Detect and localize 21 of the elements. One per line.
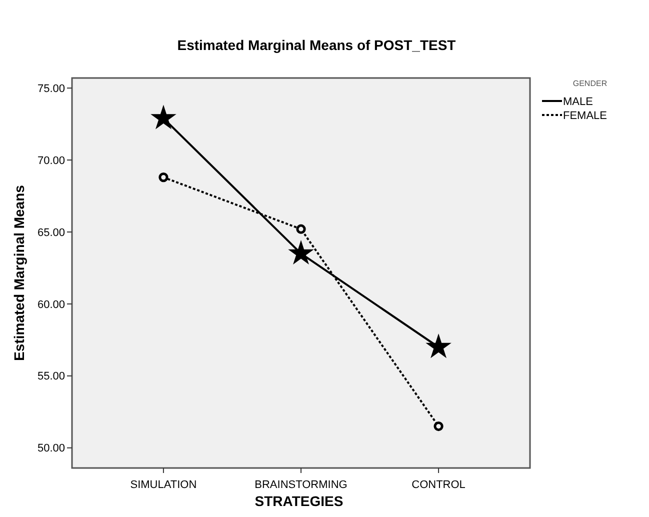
y-tick-label: 50.00 bbox=[37, 442, 65, 455]
x-tick-label: BRAINSTORMING bbox=[254, 479, 348, 491]
x-tick-label: CONTROL bbox=[412, 479, 466, 491]
point bbox=[426, 334, 450, 358]
chart-title: Estimated Marginal Means of POST_TEST bbox=[177, 37, 456, 53]
x-tick-label: SIMULATION bbox=[130, 479, 197, 491]
point bbox=[158, 172, 168, 182]
y-tick-label: 75.00 bbox=[37, 82, 65, 95]
y-tick-label: 65.00 bbox=[37, 226, 65, 239]
y-axis-title: Estimated Marginal Means bbox=[11, 184, 27, 361]
x-axis-title: STRATEGIES bbox=[254, 493, 344, 509]
point bbox=[296, 224, 306, 234]
legend-label: FEMALE bbox=[563, 110, 608, 122]
y-tick-label: 60.00 bbox=[37, 298, 65, 311]
point bbox=[289, 241, 313, 264]
legend-label: MALE bbox=[563, 96, 593, 108]
point bbox=[152, 106, 176, 128]
point bbox=[434, 421, 444, 432]
y-tick-label: 55.00 bbox=[37, 370, 65, 383]
legend-title: GENDER bbox=[572, 79, 608, 88]
y-tick-label: 70.00 bbox=[37, 154, 65, 167]
